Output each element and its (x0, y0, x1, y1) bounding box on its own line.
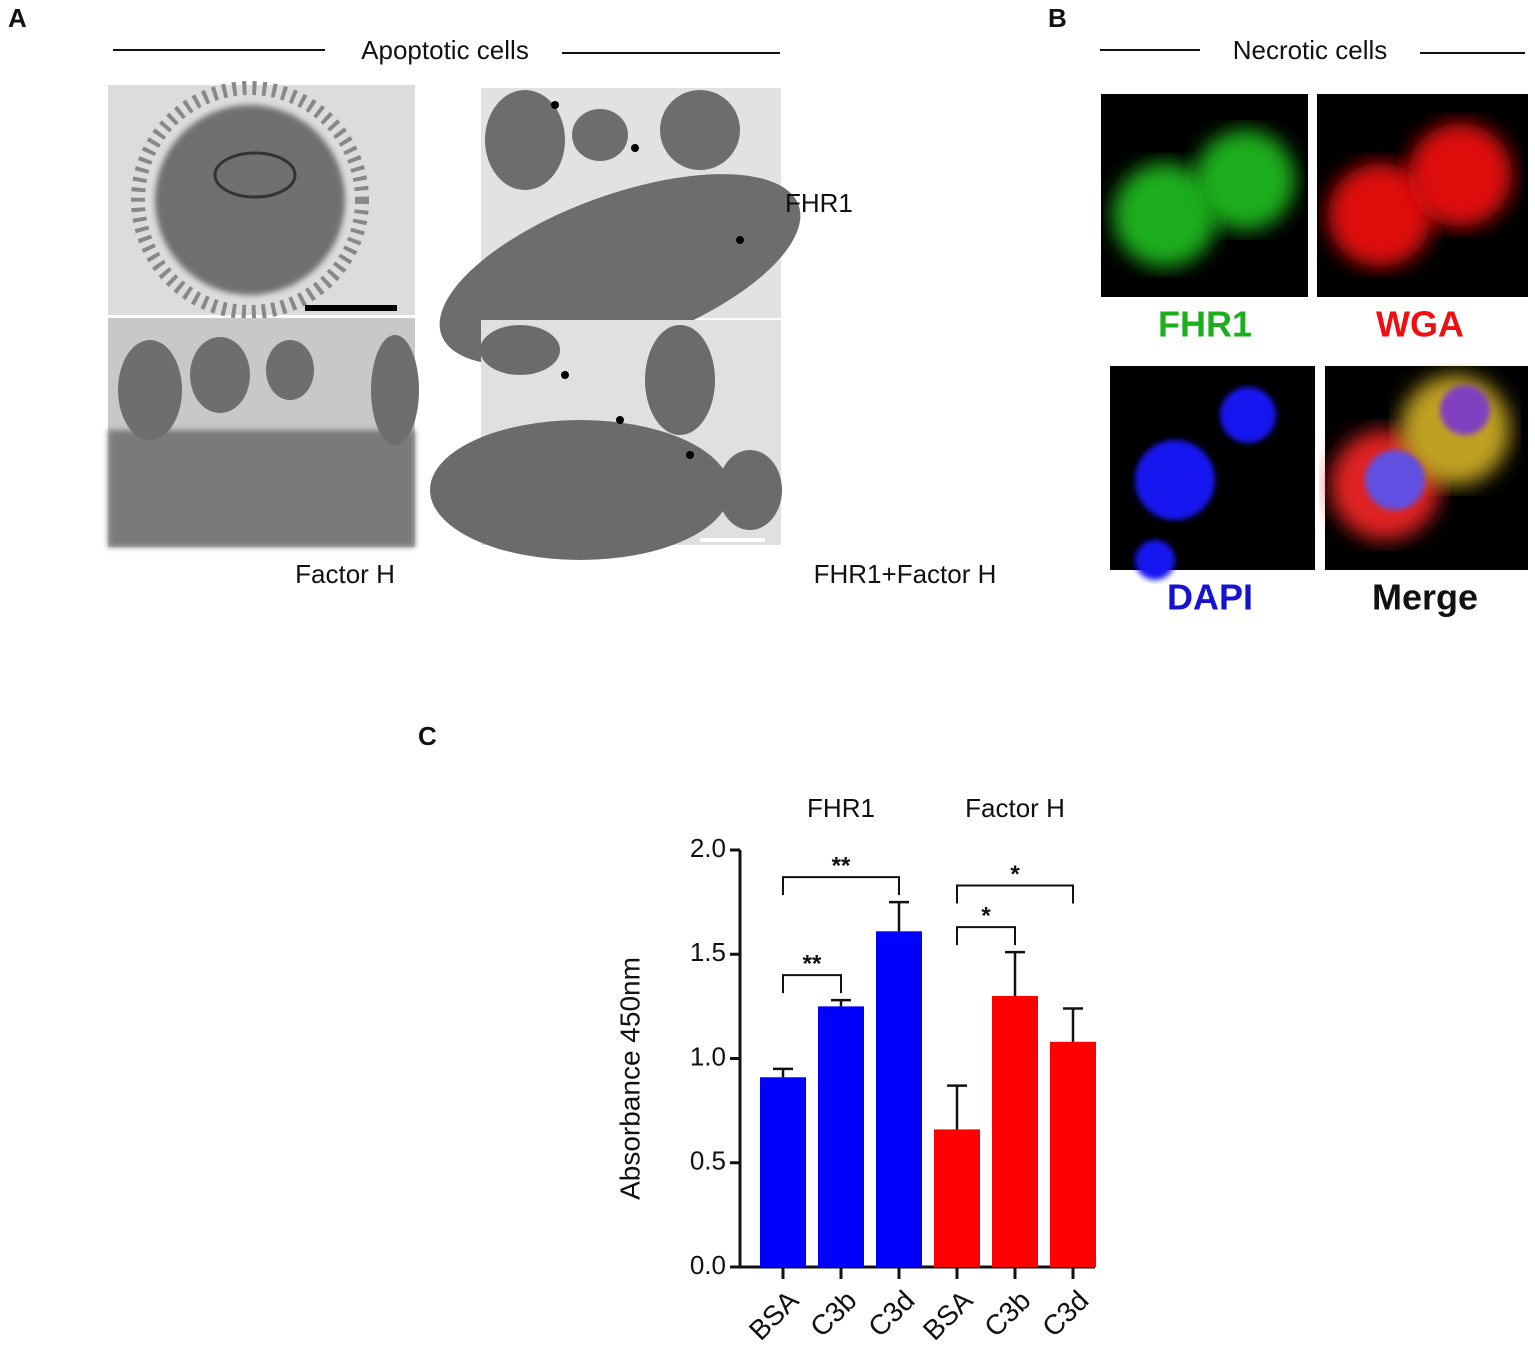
panel-label: C (418, 721, 437, 751)
y-tick-label: 1.0 (690, 1041, 726, 1071)
image-label: FHR1 (785, 188, 853, 218)
fluorescence-image (1110, 366, 1315, 580)
y-tick-label: 1.5 (690, 937, 726, 967)
fluorescence-image (1101, 94, 1308, 297)
significance-bracket (956, 926, 1016, 946)
group-label: Factor H (965, 793, 1065, 823)
x-tick-label: C3d (1036, 1285, 1094, 1343)
y-axis-label: Absorbance 450nm (614, 957, 645, 1200)
em-image (108, 81, 415, 319)
y-tick-label: 0.5 (690, 1146, 726, 1176)
significance-bracket (956, 884, 1074, 904)
bar (992, 995, 1038, 1267)
em-image (439, 88, 801, 366)
significance-bracket (782, 974, 842, 994)
error-bar (831, 998, 851, 1007)
group-label: FHR1 (807, 793, 875, 823)
panel-title: Necrotic cells (1233, 35, 1388, 65)
image-label: Factor H (295, 559, 395, 589)
channel-label: DAPI (1167, 577, 1253, 618)
significance-bracket (782, 876, 900, 896)
channel-label: Merge (1372, 577, 1478, 618)
channel-label: FHR1 (1158, 304, 1252, 345)
error-bar (947, 1084, 967, 1130)
significance-label: * (1010, 861, 1020, 888)
bar (876, 931, 922, 1267)
bar (818, 1006, 864, 1267)
x-tick-label: C3b (804, 1285, 862, 1343)
bar (760, 1077, 806, 1267)
em-image (108, 318, 419, 547)
em-image (430, 320, 782, 560)
y-tick-label: 0.0 (690, 1250, 726, 1280)
significance-label: ** (803, 950, 822, 977)
significance-label: ** (832, 852, 851, 879)
y-tick-label: 2.0 (690, 833, 726, 863)
error-bar (773, 1067, 793, 1078)
panel-label: A (8, 3, 27, 33)
error-bar (1005, 950, 1025, 996)
bar (1050, 1041, 1096, 1267)
error-bar (889, 900, 909, 932)
image-label: FHR1+Factor H (814, 559, 997, 589)
x-tick-label: C3b (978, 1285, 1036, 1343)
error-bar (1063, 1007, 1083, 1042)
panel-title: Apoptotic cells (361, 35, 529, 65)
x-tick-label: BSA (743, 1284, 805, 1346)
fluorescence-image (1317, 94, 1528, 297)
x-tick-label: C3d (862, 1285, 920, 1343)
fluorescence-image (1325, 366, 1528, 570)
x-tick-label: BSA (917, 1284, 979, 1346)
channel-label: WGA (1376, 304, 1464, 345)
bar (934, 1129, 980, 1267)
panel-label: B (1048, 3, 1067, 33)
significance-label: * (981, 902, 991, 929)
